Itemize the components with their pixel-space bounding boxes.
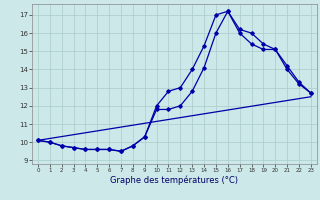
X-axis label: Graphe des températures (°C): Graphe des températures (°C) xyxy=(110,176,238,185)
